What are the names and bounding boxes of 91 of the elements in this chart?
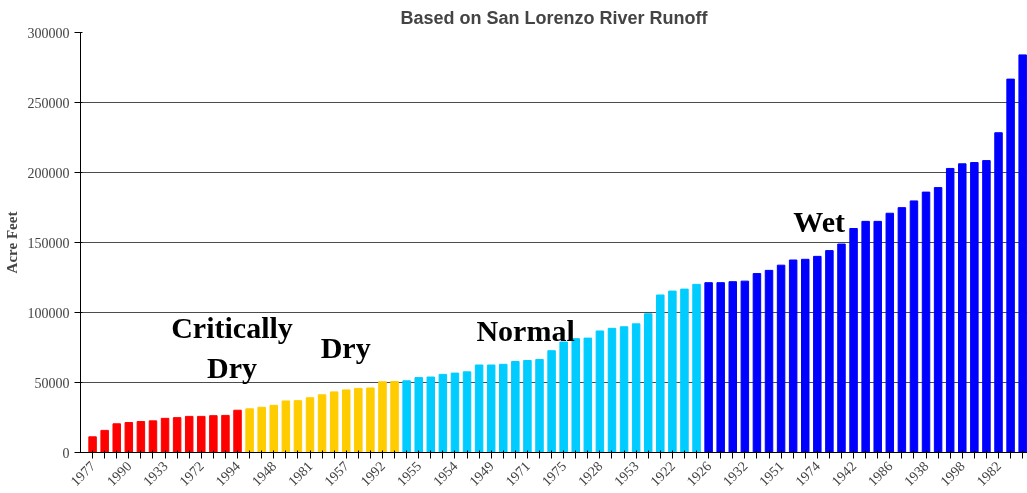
bar <box>305 397 315 453</box>
bar <box>716 282 725 453</box>
bar <box>945 167 955 453</box>
bar <box>897 207 907 453</box>
bar <box>209 415 218 453</box>
bar <box>631 323 641 453</box>
bar <box>825 250 834 453</box>
bar <box>402 380 411 453</box>
bar <box>511 361 520 453</box>
bar <box>788 259 798 453</box>
bar <box>148 420 158 453</box>
y-axis-title: Acre Feet <box>3 211 20 274</box>
bar <box>378 381 387 453</box>
annotation: Dry <box>320 331 371 364</box>
bar <box>849 228 858 453</box>
bar <box>233 409 242 453</box>
bar <box>197 415 206 453</box>
bar <box>970 162 979 453</box>
bar <box>595 330 605 453</box>
bar <box>329 391 339 453</box>
y-tick-label: 100000 <box>27 305 70 321</box>
bar <box>462 371 472 453</box>
bar <box>704 282 713 453</box>
bar <box>450 372 460 453</box>
bar <box>885 212 895 453</box>
bar <box>486 364 496 453</box>
x-tick-label: 1981 <box>285 458 316 489</box>
bar <box>680 288 689 453</box>
bar <box>257 406 266 453</box>
bar <box>342 389 351 453</box>
bar <box>861 220 870 453</box>
bar <box>764 269 774 453</box>
bar <box>172 417 182 453</box>
bar <box>523 360 532 453</box>
bar <box>269 404 279 453</box>
bar <box>643 313 653 453</box>
bar <box>160 417 170 453</box>
bar <box>281 400 291 453</box>
bar <box>873 220 882 453</box>
bar <box>1006 78 1015 453</box>
bar <box>728 281 738 453</box>
bar <box>390 381 399 453</box>
bar <box>88 436 97 453</box>
bar <box>547 350 556 453</box>
bar <box>438 373 448 453</box>
bar <box>184 415 194 453</box>
y-tick-label: 50000 <box>34 375 70 391</box>
annotation: Wet <box>793 205 845 238</box>
bar <box>474 364 484 453</box>
bar <box>994 132 1003 453</box>
y-tick-label: 300000 <box>27 25 70 41</box>
bar <box>619 326 629 453</box>
bar <box>354 387 363 453</box>
bar <box>740 280 750 453</box>
bar <box>801 258 810 453</box>
bar <box>221 414 230 453</box>
bar <box>136 421 146 453</box>
bar <box>752 273 762 453</box>
bar <box>499 363 508 453</box>
bar <box>958 163 967 453</box>
bar <box>692 283 701 453</box>
bar <box>535 359 544 453</box>
bar <box>366 387 375 453</box>
y-tick-label: 0 <box>62 445 70 461</box>
bar <box>583 337 593 453</box>
bar <box>776 264 786 453</box>
bar <box>909 200 919 453</box>
bar <box>112 423 121 453</box>
bar <box>124 422 134 453</box>
y-tick-label: 200000 <box>27 165 70 181</box>
annotation: Critically Dry <box>171 311 293 384</box>
bar <box>933 187 943 453</box>
bar <box>414 377 423 453</box>
bar <box>656 294 665 453</box>
bar <box>982 160 991 453</box>
y-tick-label: 150000 <box>27 235 70 251</box>
bar <box>100 429 109 453</box>
bar <box>317 394 327 453</box>
y-tick-label: 250000 <box>27 95 70 111</box>
bar <box>245 408 254 453</box>
bar <box>1018 54 1027 453</box>
chart-title: Based on San Lorenzo River Runoff <box>400 7 709 28</box>
bar <box>813 255 822 453</box>
bar <box>668 290 677 453</box>
bar <box>293 400 303 453</box>
bar <box>607 327 617 453</box>
bar <box>426 376 436 453</box>
annotation: Normal <box>476 314 575 348</box>
bar <box>837 243 846 453</box>
bar <box>559 341 568 453</box>
bar <box>921 191 931 453</box>
